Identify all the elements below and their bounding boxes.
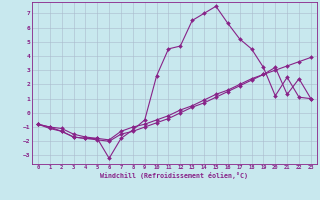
X-axis label: Windchill (Refroidissement éolien,°C): Windchill (Refroidissement éolien,°C) <box>100 172 248 179</box>
